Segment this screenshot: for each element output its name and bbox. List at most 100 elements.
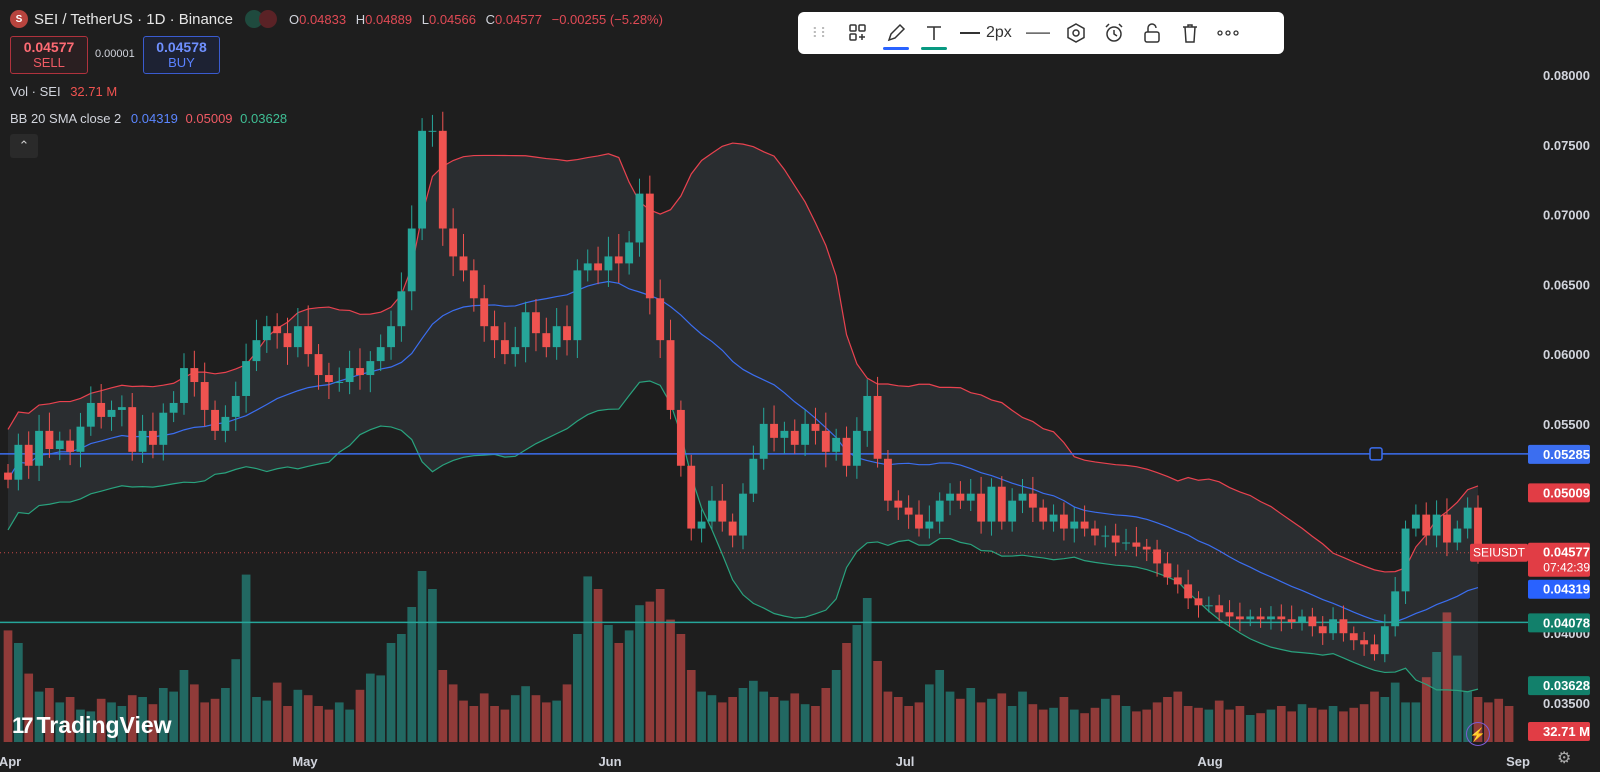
gear-icon[interactable]: ⚙ — [1557, 750, 1572, 767]
candle-body — [4, 472, 12, 480]
volume-bar — [1504, 706, 1514, 742]
candle-body — [708, 500, 716, 522]
line-style-icon[interactable] — [1025, 18, 1050, 48]
volume-bar — [1401, 702, 1410, 742]
text-icon[interactable] — [921, 18, 947, 50]
candle-body — [645, 193, 654, 299]
trash-icon[interactable] — [1178, 18, 1202, 48]
sei-logo-icon: S — [10, 10, 28, 28]
alert-icon[interactable] — [1102, 18, 1126, 48]
candle-body — [314, 354, 323, 376]
volume-bar — [1038, 709, 1048, 742]
volume-bar — [1049, 707, 1058, 742]
sell-button[interactable]: 0.04577 SELL — [10, 36, 88, 74]
candle-body — [1432, 514, 1441, 536]
candle-body — [324, 375, 333, 383]
volume-bar — [1152, 702, 1162, 742]
volume-bar — [593, 589, 603, 742]
candle-body — [1039, 507, 1048, 522]
volume-bar — [138, 697, 147, 742]
candle-body — [1474, 507, 1482, 553]
candle-body — [128, 407, 137, 452]
volume-bar — [531, 695, 541, 742]
volume-bar — [1132, 711, 1141, 742]
candle-body — [1443, 514, 1451, 543]
volume-bar — [1100, 698, 1110, 742]
hexagon-icon[interactable] — [1064, 18, 1088, 48]
candle-body — [407, 228, 416, 292]
price-tag-bb-lower — [1528, 676, 1590, 696]
volume-bar — [655, 589, 665, 742]
volume-bar — [438, 670, 448, 742]
candle-body — [169, 402, 178, 413]
symbol-header: S SEI / TetherUS · 1D · Binance O0.04833… — [10, 8, 669, 30]
volume-bar — [1287, 711, 1297, 742]
candle-body — [1028, 493, 1037, 508]
more-icon[interactable] — [1216, 18, 1240, 48]
volume-bar — [914, 702, 924, 742]
volume-legend[interactable]: Vol · SEI 32.71 M — [10, 84, 118, 99]
symbol-title[interactable]: SEI / TetherUS · 1D · Binance — [34, 10, 233, 28]
volume-bar — [1214, 700, 1224, 742]
volume-bar — [1018, 691, 1027, 742]
candle-body — [697, 521, 706, 529]
candle-body — [1267, 616, 1275, 620]
volume-bar — [397, 634, 406, 742]
add-template-icon[interactable] — [846, 18, 870, 48]
volume-bar — [624, 630, 634, 742]
bollinger-legend[interactable]: BB 20 SMA close 2 0.04319 0.05009 0.0362… — [10, 111, 288, 126]
bollinger-lower-line — [7, 380, 1479, 693]
volume-bar — [873, 661, 882, 742]
volume-bar — [210, 698, 220, 742]
buy-button[interactable]: 0.04578 BUY — [143, 36, 220, 74]
candle-body — [1163, 563, 1172, 578]
spread-value: 0.00001 — [95, 48, 135, 60]
volume-bar — [1370, 691, 1379, 742]
candle-body — [563, 326, 571, 341]
line-width-icon[interactable]: 2px — [960, 18, 1012, 48]
candle-body — [66, 440, 75, 452]
candle-body — [1308, 616, 1317, 627]
candle-body — [790, 430, 799, 445]
volume-bar — [1080, 713, 1089, 742]
volume-bar — [34, 691, 44, 742]
price-tag-label: 0.04078 — [1543, 615, 1590, 630]
candle-body — [1225, 612, 1234, 617]
volume-bar — [552, 700, 562, 742]
price-tick-label: 0.08000 — [1543, 68, 1590, 83]
candle-body — [1360, 640, 1369, 645]
volume-bar — [1235, 706, 1245, 742]
price-tag-label: 32.71 M — [1543, 724, 1590, 739]
drag-handle-icon[interactable]: ⠇⠇ — [811, 24, 831, 41]
candle-body — [14, 444, 23, 480]
volume-bar — [345, 709, 354, 742]
unlock-icon[interactable] — [1140, 18, 1164, 48]
volume-bar — [14, 643, 23, 742]
volume-bar — [490, 706, 499, 742]
candle-body — [552, 326, 561, 348]
volume-bar — [842, 643, 851, 742]
candle-body — [1256, 616, 1265, 620]
candle-body — [469, 270, 478, 299]
tradingview-logo[interactable]: 17 TradingView — [12, 712, 172, 738]
candle-body — [749, 458, 758, 494]
volume-bar — [759, 691, 769, 742]
volume-bar — [749, 680, 758, 742]
volume-bar — [1121, 706, 1131, 742]
candle-body — [728, 521, 737, 536]
volume-bar — [1183, 706, 1193, 742]
candle-body — [55, 440, 64, 450]
chevron-up-icon[interactable]: ⌃ — [10, 134, 38, 158]
market-status-icon[interactable] — [244, 10, 277, 28]
volume-bar — [262, 700, 272, 742]
volume-bar — [780, 700, 789, 742]
candle-body — [1059, 514, 1068, 529]
time-tick-label: Jun — [598, 754, 621, 769]
volume-bar — [417, 571, 427, 742]
price-tag-hline-blue — [1528, 444, 1590, 464]
lightning-icon[interactable]: ⚡ — [1466, 722, 1490, 746]
pencil-icon[interactable] — [883, 18, 909, 50]
volume-bar — [314, 706, 323, 742]
volume-bar — [614, 643, 624, 742]
